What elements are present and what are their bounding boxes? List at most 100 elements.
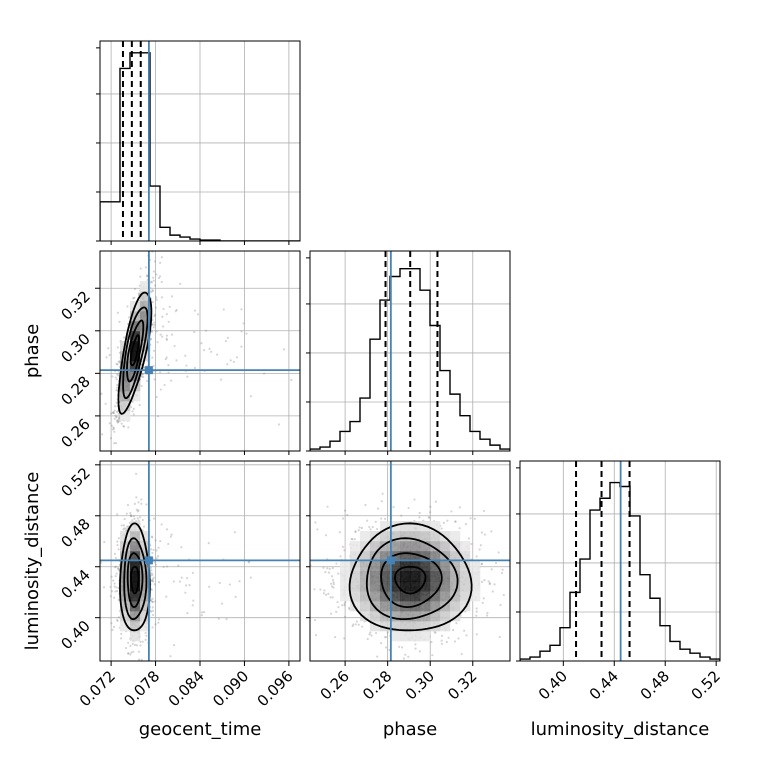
- scatter-point: [428, 516, 431, 519]
- scatter-point: [216, 353, 219, 356]
- scatter-point: [172, 644, 176, 647]
- scatter-point: [115, 589, 119, 593]
- scatter-point: [170, 533, 173, 536]
- scatter-point: [115, 415, 118, 418]
- scatter-point: [249, 395, 252, 398]
- density-cell: [140, 291, 151, 302]
- scatter-point: [494, 561, 498, 565]
- scatter-point: [165, 337, 168, 340]
- scatter-point: [111, 411, 115, 415]
- scatter-point: [565, 546, 567, 548]
- scatter-point: [332, 581, 335, 584]
- scatter-point: [116, 419, 119, 422]
- scatter-point: [159, 261, 162, 264]
- scatter-point: [490, 568, 493, 571]
- scatter-point: [150, 569, 153, 572]
- scatter-point: [328, 567, 331, 570]
- scatter-point: [501, 568, 504, 571]
- scatter-point: [109, 595, 112, 598]
- scatter-point: [109, 412, 113, 415]
- scatter-point: [407, 655, 410, 658]
- scatter-point: [376, 655, 379, 658]
- scatter-point: [225, 618, 228, 621]
- scatter-point: [116, 619, 119, 622]
- scatter-point: [154, 539, 157, 542]
- scatter-point: [398, 645, 401, 648]
- scatter-point: [137, 509, 140, 512]
- scatter-point: [158, 247, 160, 249]
- scatter-point: [159, 539, 162, 543]
- scatter-point: [133, 287, 137, 291]
- scatter-point: [129, 644, 132, 648]
- scatter-point: [112, 579, 115, 582]
- scatter-point: [129, 514, 133, 518]
- scatter-point: [343, 637, 346, 640]
- scatter-point: [323, 589, 326, 592]
- scatter-point: [145, 379, 149, 383]
- scatter-point: [220, 602, 224, 605]
- scatter-point: [139, 267, 142, 270]
- scatter-point: [152, 548, 155, 551]
- scatter-point: [157, 618, 161, 621]
- scatter-point: [440, 642, 444, 646]
- scatter-point: [487, 580, 490, 583]
- scatter-point: [366, 519, 369, 522]
- scatter-point: [114, 565, 118, 568]
- scatter-point: [120, 422, 123, 425]
- scatter-point: [240, 330, 243, 333]
- scatter-point: [150, 330, 153, 333]
- scatter-point: [150, 572, 153, 575]
- scatter-point: [140, 384, 143, 388]
- scatter-point: [165, 595, 168, 598]
- scatter-point: [152, 580, 155, 583]
- scatter-point: [313, 618, 317, 622]
- scatter-point: [158, 275, 162, 278]
- scatter-point: [122, 528, 125, 531]
- scatter-point: [153, 561, 157, 564]
- scatter-point: [115, 389, 118, 392]
- scatter-point: [112, 411, 116, 415]
- scatter-point: [115, 416, 118, 419]
- scatter-point: [110, 622, 113, 625]
- scatter-point: [386, 631, 389, 634]
- scatter-point: [123, 527, 126, 530]
- scatter-point: [117, 598, 120, 602]
- density-cell: [120, 411, 131, 422]
- scatter-point: [172, 580, 175, 583]
- scatter-point: [146, 274, 149, 277]
- scatter-point: [500, 571, 504, 575]
- scatter-point: [380, 517, 383, 520]
- scatter-point: [150, 588, 153, 591]
- scatter-point: [116, 544, 119, 547]
- density-cell: [140, 301, 151, 312]
- scatter-point: [162, 565, 165, 569]
- scatter-point: [140, 502, 143, 505]
- scatter-point: [154, 306, 158, 309]
- scatter-point: [368, 633, 371, 636]
- scatter-point: [271, 564, 273, 566]
- scatter-point: [127, 652, 130, 655]
- scatter-point: [502, 593, 505, 597]
- density-cell: [140, 321, 151, 332]
- scatter-point: [129, 511, 132, 515]
- scatter-point: [224, 339, 228, 343]
- scatter-point: [434, 631, 437, 634]
- scatter-points-phase_vs_geocent_time: [100, 247, 293, 445]
- scatter-point: [174, 310, 177, 313]
- scatter-point: [129, 653, 132, 656]
- scatter-point: [122, 425, 125, 428]
- scatter-point: [324, 534, 328, 537]
- scatter-point: [185, 364, 188, 367]
- scatter-point: [116, 383, 119, 387]
- scatter-point: [170, 295, 174, 298]
- scatter-point: [127, 652, 130, 655]
- scatter-point: [133, 502, 136, 505]
- scatter-point: [116, 421, 120, 424]
- scatter-point: [208, 347, 211, 350]
- density-cell: [120, 611, 131, 622]
- truth-marker: [144, 366, 153, 375]
- scatter-point: [175, 359, 178, 362]
- scatter-point: [170, 333, 174, 336]
- density-cell: [120, 361, 131, 372]
- scatter-point: [191, 571, 194, 574]
